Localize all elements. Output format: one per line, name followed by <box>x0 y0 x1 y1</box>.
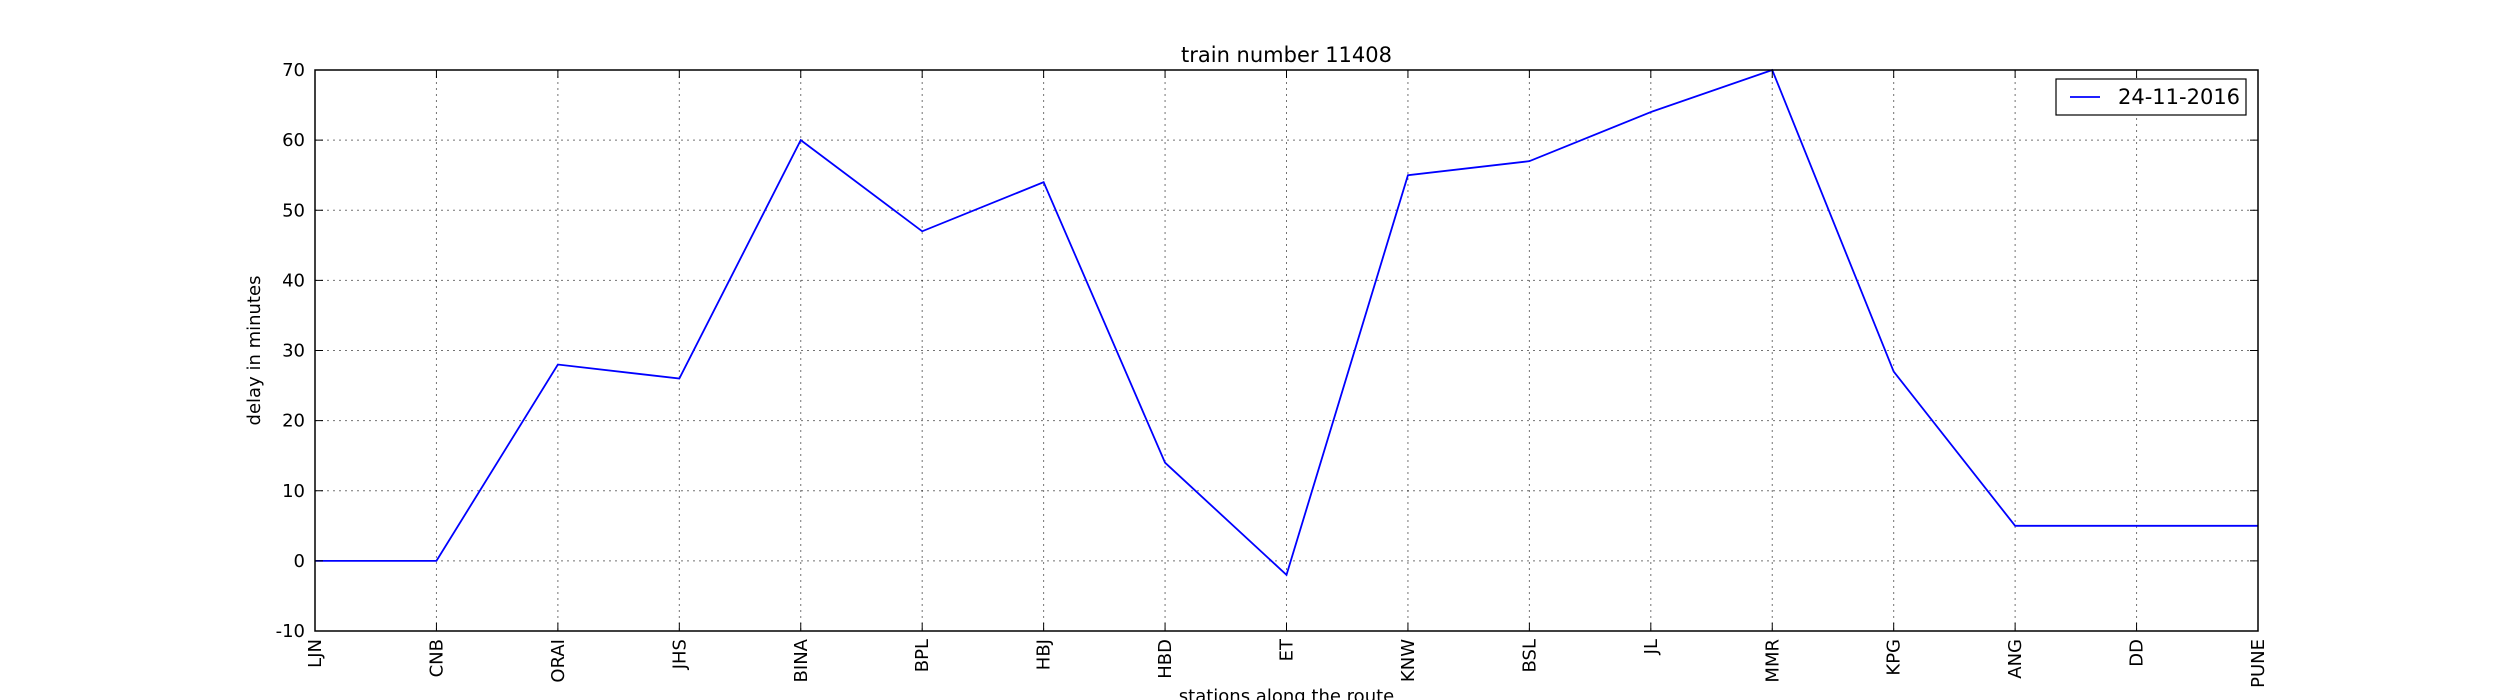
x-tick-label: LJN <box>305 639 326 668</box>
y-tick-label: 30 <box>282 341 305 362</box>
x-tick-label: JL <box>1641 639 1662 655</box>
x-tick-label: ANG <box>2005 639 2026 679</box>
x-tick-label: BSL <box>1519 639 1540 673</box>
tick-layer: -10 0 10 20 30 40 50 60 70 LJN CNB ORAI JHS BINA BPL HB… <box>276 60 2269 688</box>
x-tick-label: BINA <box>791 638 812 682</box>
x-tick-label: HBJ <box>1034 639 1055 670</box>
x-tick-label: ORAI <box>548 639 569 683</box>
y-tick-label: 70 <box>282 60 305 81</box>
y-tick-label: 40 <box>282 270 305 291</box>
x-tick-label: CNB <box>426 639 447 677</box>
y-tick-label: 60 <box>282 130 305 151</box>
legend: 24-11-2016 <box>2055 78 2247 116</box>
x-tick-label: BPL <box>912 639 933 672</box>
x-tick-label: HBD <box>1155 639 1176 679</box>
x-tick-label: PUNE <box>2248 639 2269 688</box>
chart-title: train number 11408 <box>1181 43 1392 67</box>
x-tick-label: JHS <box>669 639 690 670</box>
grid-layer <box>314 69 2259 632</box>
x-tick-label: ET <box>1277 638 1298 661</box>
series-line <box>315 68 2258 577</box>
y-tick-label: 20 <box>282 411 305 432</box>
x-tick-label: MMR <box>1762 639 1783 683</box>
y-tick-label: 50 <box>282 200 305 221</box>
legend-label: 24-11-2016 <box>2118 85 2240 109</box>
series-layer <box>315 68 2258 577</box>
x-tick-label: DD <box>2127 639 2148 667</box>
x-tick-label: KNW <box>1398 639 1419 682</box>
y-tick-label: 10 <box>282 481 305 502</box>
x-axis-label: stations along the route <box>1179 686 1394 700</box>
x-tick-label: KPG <box>1884 639 1905 676</box>
y-tick-label: -10 <box>276 621 305 642</box>
y-tick-label: 0 <box>294 551 305 572</box>
y-axis-label: delay in minutes <box>244 276 265 426</box>
